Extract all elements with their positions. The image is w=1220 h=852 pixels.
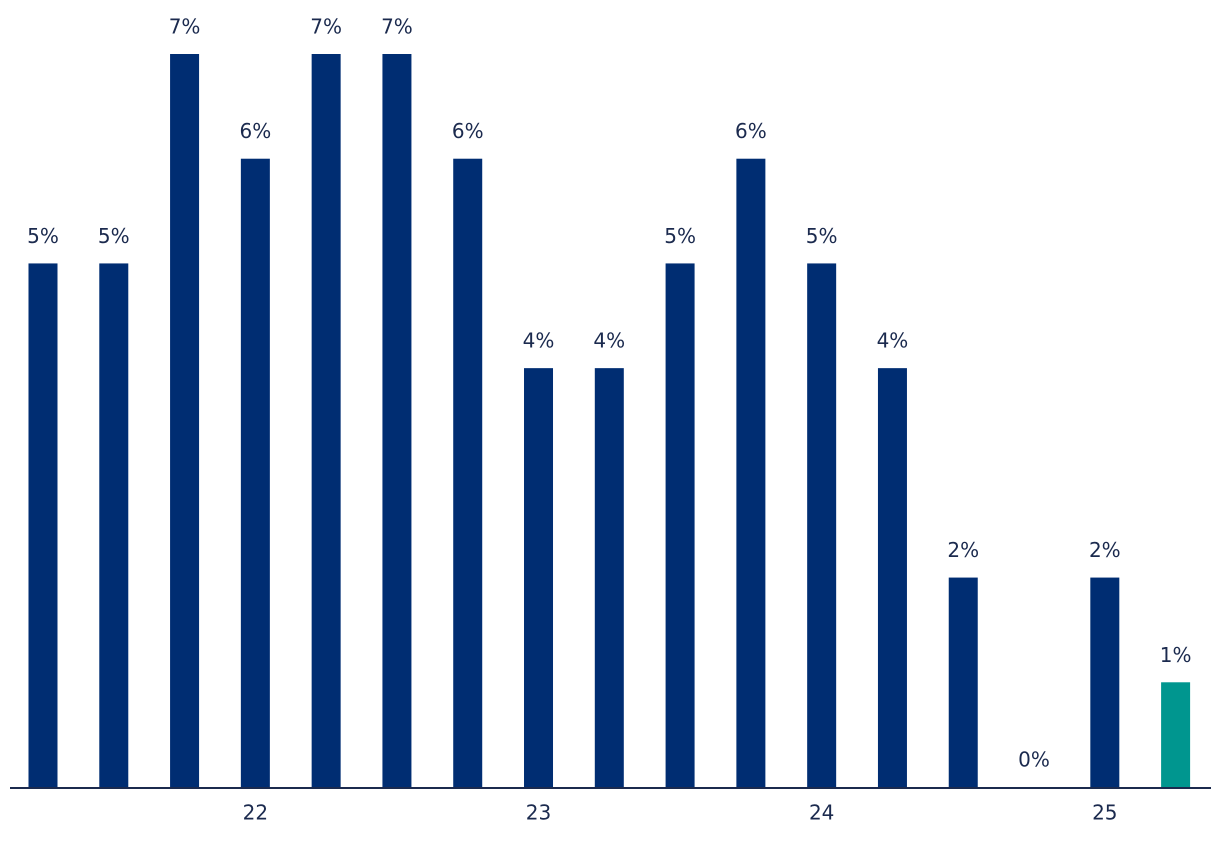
bar: [807, 263, 837, 787]
bar: [453, 158, 483, 787]
bar: [311, 54, 341, 787]
data-label: 4%: [877, 329, 909, 353]
data-label: 4%: [523, 329, 555, 353]
data-label: 4%: [593, 329, 625, 353]
bar: [240, 158, 270, 787]
data-label: 2%: [947, 538, 979, 562]
bar: [948, 577, 978, 787]
data-label: 0%: [1018, 748, 1050, 772]
bar: [99, 263, 129, 787]
data-label: 1%: [1160, 643, 1192, 667]
bar: [382, 54, 412, 787]
data-label: 5%: [806, 224, 838, 248]
data-label: 6%: [735, 119, 767, 143]
data-label: 7%: [169, 15, 201, 39]
data-label: 5%: [664, 224, 696, 248]
bar: [28, 263, 58, 787]
x-tick-label: 25: [1092, 801, 1117, 825]
bar: [1161, 682, 1191, 787]
data-label: 5%: [98, 224, 130, 248]
x-tick-label: 22: [243, 801, 268, 825]
bar: [877, 368, 907, 787]
data-label: 5%: [27, 224, 59, 248]
bar: [170, 54, 200, 787]
data-label: 7%: [310, 15, 342, 39]
bar: [524, 368, 554, 787]
bar: [1090, 577, 1120, 787]
data-label: 6%: [239, 119, 271, 143]
data-label: 6%: [452, 119, 484, 143]
bar: [665, 263, 695, 787]
x-tick-label: 23: [526, 801, 551, 825]
data-label: 2%: [1089, 538, 1121, 562]
bar: [736, 158, 766, 787]
x-tick-label: 24: [809, 801, 834, 825]
data-label: 7%: [381, 15, 413, 39]
bar: [594, 368, 624, 787]
